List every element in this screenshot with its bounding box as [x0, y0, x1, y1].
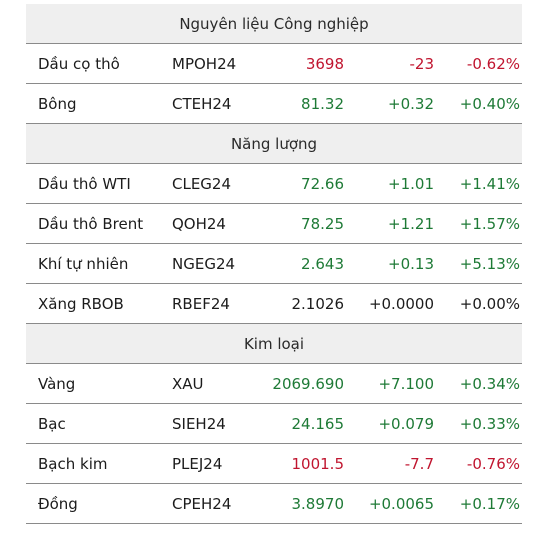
price-change: -7.7 — [404, 454, 434, 473]
last-price: 2.643 — [301, 254, 344, 273]
percent-change: +0.34% — [459, 374, 520, 393]
section-header: Năng lượng — [26, 124, 522, 164]
percent-change: +0.33% — [459, 414, 520, 433]
ticker-code: PLEJ24 — [172, 454, 223, 473]
percent-change: +0.40% — [459, 94, 520, 113]
commodity-name: Dầu cọ thô — [38, 54, 120, 73]
commodity-name: Đồng — [38, 494, 78, 513]
percent-change: +1.57% — [459, 214, 520, 233]
price-change: -23 — [409, 54, 435, 73]
last-price: 3.8970 — [291, 494, 345, 513]
commodity-name: Xăng RBOB — [38, 294, 124, 313]
ticker-code: CPEH24 — [172, 494, 232, 513]
last-price: 3698 — [305, 54, 344, 73]
price-change: +0.0065 — [368, 494, 434, 513]
ticker-code: SIEH24 — [172, 414, 226, 433]
ticker-code: CTEH24 — [172, 94, 232, 113]
ticker-code: NGEG24 — [172, 254, 236, 273]
table-row[interactable]: Bạc SIEH24 24.165 +0.079 +0.33% — [26, 404, 522, 444]
last-price: 2069.690 — [272, 374, 344, 393]
ticker-code: RBEF24 — [172, 294, 230, 313]
ticker-code: XAU — [172, 374, 204, 393]
commodity-name: Dầu thô Brent — [38, 214, 144, 233]
ticker-code: CLEG24 — [172, 174, 232, 193]
percent-change: +1.41% — [459, 174, 520, 193]
table-row[interactable]: Dầu thô Brent QOH24 78.25 +1.21 +1.57% — [26, 204, 522, 244]
commodity-name: Dầu thô WTI — [38, 174, 131, 193]
price-change: +1.01 — [388, 174, 434, 193]
commodity-name: Bông — [38, 94, 77, 113]
price-change: +1.21 — [388, 214, 434, 233]
last-price: 81.32 — [301, 94, 344, 113]
table-row[interactable]: Đồng CPEH24 3.8970 +0.0065 +0.17% — [26, 484, 522, 524]
percent-change: +5.13% — [459, 254, 520, 273]
last-price: 1001.5 — [291, 454, 345, 473]
price-change: +0.13 — [388, 254, 434, 273]
section-header: Kim loại — [26, 324, 522, 364]
percent-change: -0.62% — [466, 54, 520, 73]
table-row[interactable]: Xăng RBOB RBEF24 2.1026 +0.0000 +0.00% — [26, 284, 522, 324]
commodity-name: Khí tự nhiên — [38, 254, 129, 273]
table-row[interactable]: Dầu thô WTI CLEG24 72.66 +1.01 +1.41% — [26, 164, 522, 204]
last-price: 72.66 — [301, 174, 344, 193]
table-row[interactable]: Vàng XAU 2069.690 +7.100 +0.34% — [26, 364, 522, 404]
last-price: 24.165 — [291, 414, 345, 433]
price-change: +0.0000 — [368, 294, 434, 313]
percent-change: +0.17% — [459, 494, 520, 513]
commodity-name: Bạch kim — [38, 454, 108, 473]
percent-change: +0.00% — [459, 294, 520, 313]
price-change: +7.100 — [378, 374, 434, 393]
table-row[interactable]: Dầu cọ thô MPOH24 3698 -23 -0.62% — [26, 44, 522, 84]
last-price: 2.1026 — [291, 294, 345, 313]
percent-change: -0.76% — [466, 454, 520, 473]
ticker-code: QOH24 — [172, 214, 226, 233]
table-row[interactable]: Khí tự nhiên NGEG24 2.643 +0.13 +5.13% — [26, 244, 522, 284]
table-row[interactable]: Bạch kim PLEJ24 1001.5 -7.7 -0.76% — [26, 444, 522, 484]
commodity-price-table: Nguyên liệu Công nghiệp Dầu cọ thô MPOH24 3… — [26, 4, 522, 524]
last-price: 78.25 — [301, 214, 344, 233]
ticker-code: MPOH24 — [172, 54, 237, 73]
price-change: +0.079 — [378, 414, 434, 433]
table-row[interactable]: Bông CTEH24 81.32 +0.32 +0.40% — [26, 84, 522, 124]
commodity-name: Vàng — [38, 374, 76, 393]
commodity-name: Bạc — [38, 414, 66, 433]
section-header: Nguyên liệu Công nghiệp — [26, 4, 522, 44]
price-change: +0.32 — [388, 94, 434, 113]
